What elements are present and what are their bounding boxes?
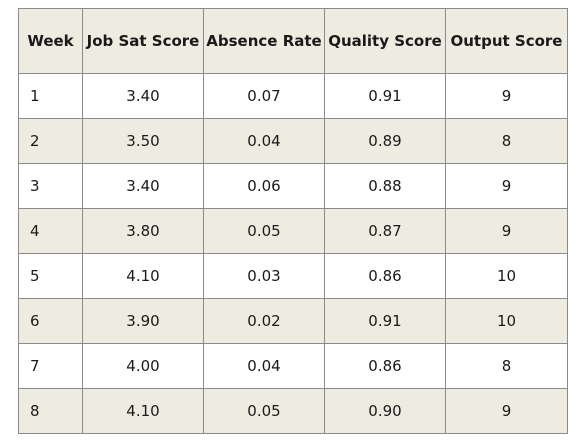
cell-quality-score: 0.91 <box>324 73 446 119</box>
cell-absence-rate: 0.02 <box>203 298 325 344</box>
cell-week: 2 <box>18 118 83 164</box>
cell-quality-score: 0.90 <box>324 388 446 434</box>
cell-quality-score: 0.86 <box>324 343 446 389</box>
cell-week: 1 <box>18 73 83 119</box>
cell-week: 3 <box>18 163 83 209</box>
cell-absence-rate: 0.07 <box>203 73 325 119</box>
table-row: 6 3.90 0.02 0.91 10 <box>18 298 568 344</box>
cell-quality-score: 0.87 <box>324 208 446 254</box>
cell-absence-rate: 0.03 <box>203 253 325 299</box>
cell-job-sat-score: 3.50 <box>82 118 204 164</box>
cell-week: 4 <box>18 208 83 254</box>
table-row: 4 3.80 0.05 0.87 9 <box>18 208 568 254</box>
cell-job-sat-score: 4.10 <box>82 253 204 299</box>
cell-absence-rate: 0.06 <box>203 163 325 209</box>
table-row: 2 3.50 0.04 0.89 8 <box>18 118 568 164</box>
cell-job-sat-score: 3.90 <box>82 298 204 344</box>
header-absence-rate: Absence Rate <box>203 8 325 74</box>
header-week: Week <box>18 8 83 74</box>
table-row: 8 4.10 0.05 0.90 9 <box>18 388 568 434</box>
cell-job-sat-score: 4.10 <box>82 388 204 434</box>
cell-quality-score: 0.91 <box>324 298 446 344</box>
header-job-sat-score: Job Sat Score <box>82 8 204 74</box>
cell-absence-rate: 0.04 <box>203 343 325 389</box>
cell-output-score: 9 <box>445 208 568 254</box>
cell-quality-score: 0.86 <box>324 253 446 299</box>
cell-job-sat-score: 3.80 <box>82 208 204 254</box>
table-row: 7 4.00 0.04 0.86 8 <box>18 343 568 389</box>
table-row: 5 4.10 0.03 0.86 10 <box>18 253 568 299</box>
cell-quality-score: 0.89 <box>324 118 446 164</box>
cell-absence-rate: 0.04 <box>203 118 325 164</box>
cell-absence-rate: 0.05 <box>203 388 325 434</box>
cell-job-sat-score: 4.00 <box>82 343 204 389</box>
cell-job-sat-score: 3.40 <box>82 73 204 119</box>
cell-output-score: 10 <box>445 298 568 344</box>
table-row: 1 3.40 0.07 0.91 9 <box>18 73 568 119</box>
cell-week: 5 <box>18 253 83 299</box>
cell-week: 7 <box>18 343 83 389</box>
data-table: Week Job Sat Score Absence Rate Quality … <box>18 8 568 434</box>
table-row: 3 3.40 0.06 0.88 9 <box>18 163 568 209</box>
cell-output-score: 8 <box>445 118 568 164</box>
header-row: Week Job Sat Score Absence Rate Quality … <box>18 8 568 74</box>
cell-week: 8 <box>18 388 83 434</box>
cell-output-score: 10 <box>445 253 568 299</box>
cell-output-score: 9 <box>445 163 568 209</box>
cell-week: 6 <box>18 298 83 344</box>
table-container: Week Job Sat Score Absence Rate Quality … <box>18 8 568 434</box>
cell-quality-score: 0.88 <box>324 163 446 209</box>
header-output-score: Output Score <box>445 8 568 74</box>
cell-job-sat-score: 3.40 <box>82 163 204 209</box>
cell-absence-rate: 0.05 <box>203 208 325 254</box>
cell-output-score: 8 <box>445 343 568 389</box>
header-quality-score: Quality Score <box>324 8 446 74</box>
cell-output-score: 9 <box>445 388 568 434</box>
cell-output-score: 9 <box>445 73 568 119</box>
